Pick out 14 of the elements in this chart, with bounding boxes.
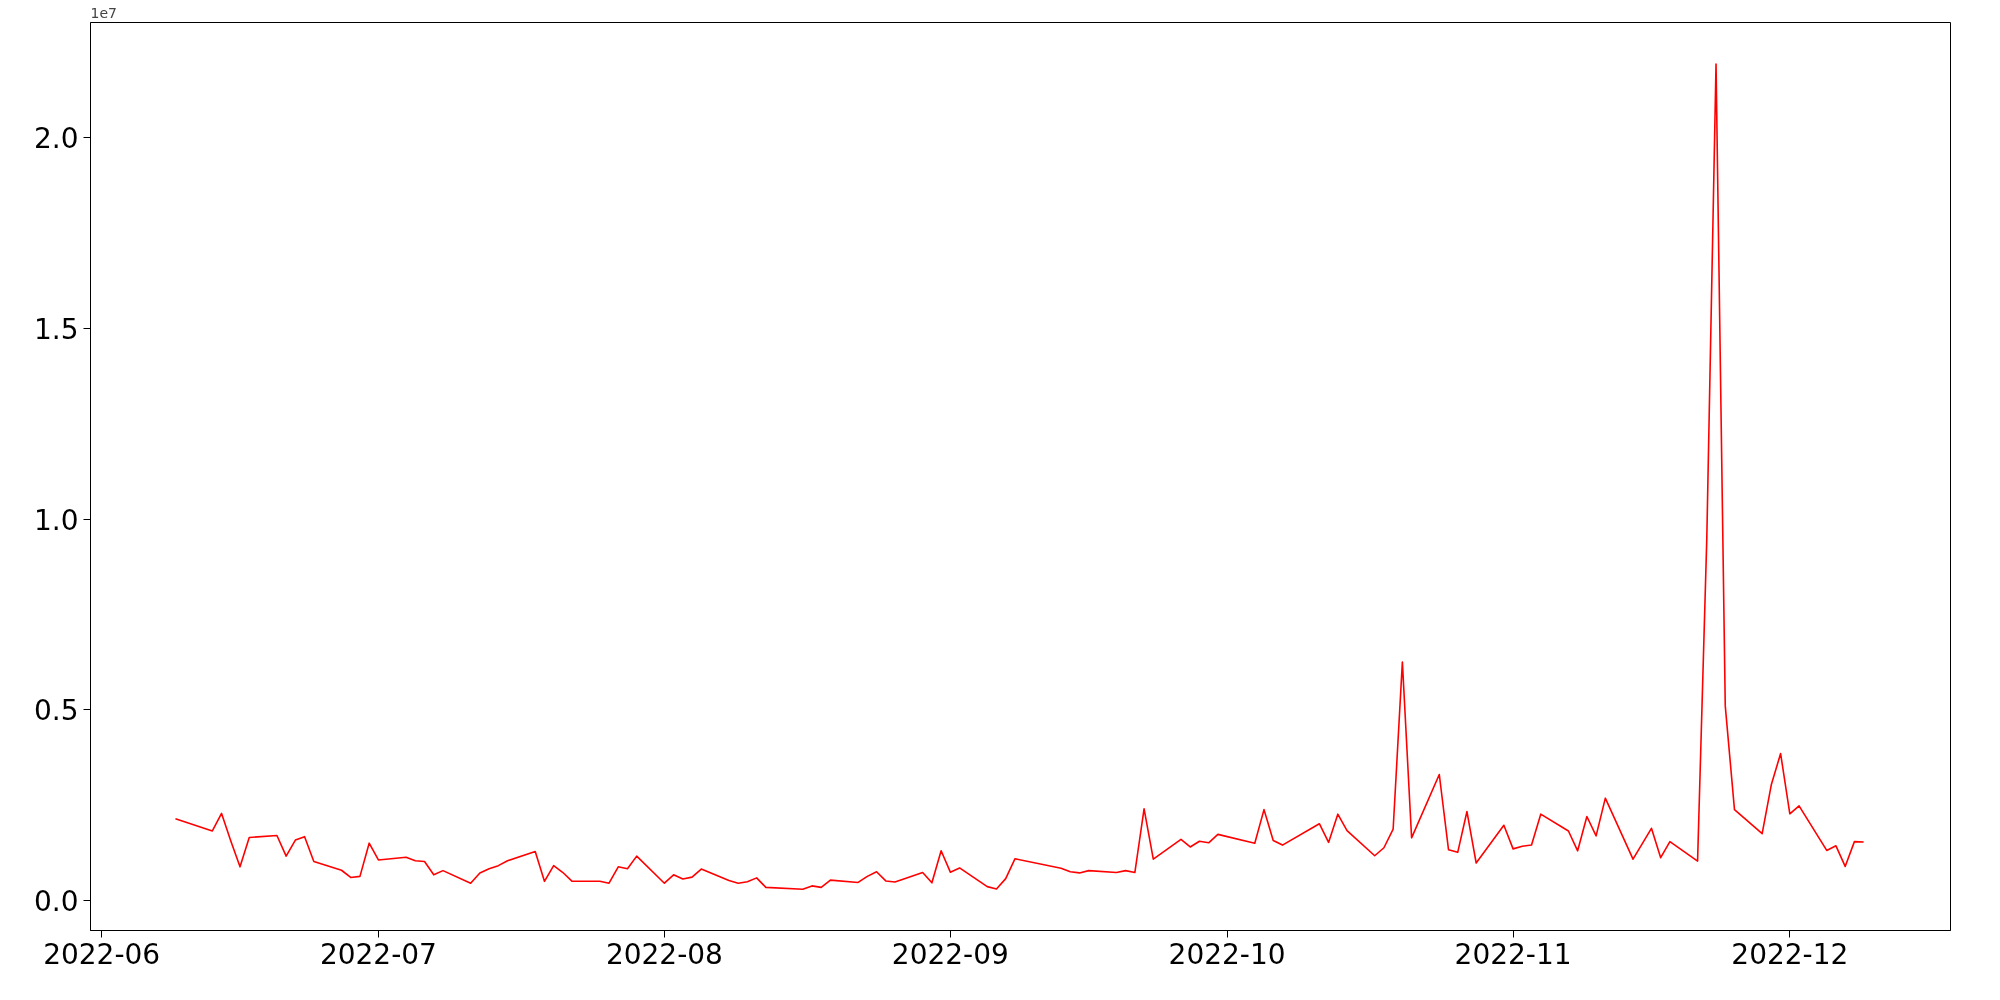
x-tick-label: 2022-08 (605, 937, 723, 971)
y-tick-label: 0.5 (33, 694, 79, 728)
y-tick-label: 2.0 (33, 122, 79, 156)
line-series (174, 63, 1865, 891)
x-tick-label: 2022-11 (1454, 937, 1572, 971)
x-tick-label: 2022-09 (891, 937, 1009, 971)
text: 1e7 (90, 4, 117, 21)
x-tick-label: 2022-06 (43, 937, 161, 971)
x-tick-label: 2022-10 (1168, 937, 1286, 971)
x-tick-label: 2022-12 (1731, 937, 1849, 971)
y-tick-label: 1.5 (33, 312, 79, 346)
y-tick-label: 0.0 (33, 884, 79, 918)
y-tick-label: 1.0 (33, 503, 79, 537)
x-tick-label: 2022-07 (319, 937, 437, 971)
